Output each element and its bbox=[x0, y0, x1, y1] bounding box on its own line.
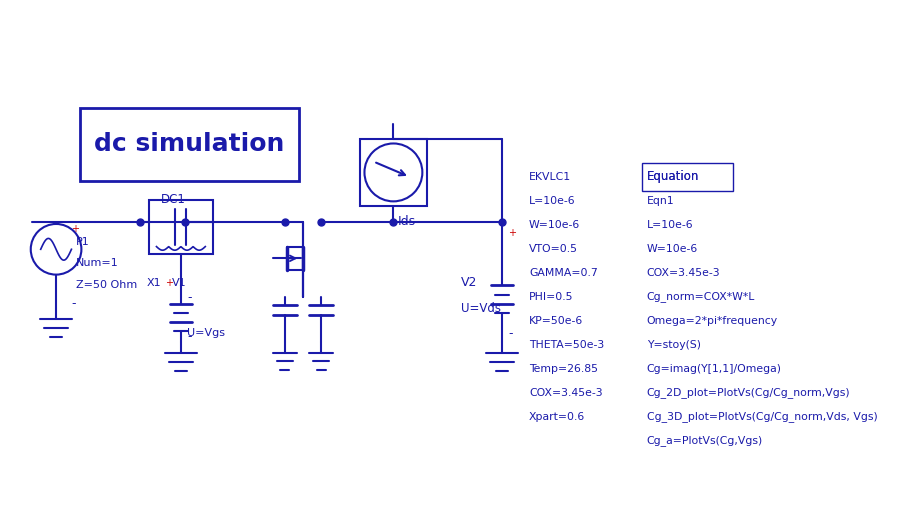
FancyBboxPatch shape bbox=[79, 108, 300, 180]
Text: Cg_a=PlotVs(Cg,Vgs): Cg_a=PlotVs(Cg,Vgs) bbox=[646, 435, 763, 446]
Text: Cg=imag(Y[1,1]/Omega): Cg=imag(Y[1,1]/Omega) bbox=[646, 363, 781, 373]
Text: Z=50 Ohm: Z=50 Ohm bbox=[76, 280, 137, 290]
Text: VTO=0.5: VTO=0.5 bbox=[529, 244, 578, 254]
Text: V2: V2 bbox=[461, 276, 478, 289]
Text: GAMMA=0.7: GAMMA=0.7 bbox=[529, 268, 598, 278]
Text: PHI=0.5: PHI=0.5 bbox=[529, 292, 573, 302]
Text: Eqn1: Eqn1 bbox=[646, 196, 674, 206]
Text: P1: P1 bbox=[76, 237, 90, 247]
Text: -: - bbox=[71, 297, 76, 310]
Text: L=10e-6: L=10e-6 bbox=[529, 196, 576, 206]
Text: DC1: DC1 bbox=[161, 193, 186, 206]
Text: -: - bbox=[508, 327, 513, 340]
Text: U=Vds: U=Vds bbox=[461, 302, 501, 314]
Text: Xpart=0.6: Xpart=0.6 bbox=[529, 412, 585, 422]
Text: +: + bbox=[165, 278, 173, 288]
Text: +: + bbox=[508, 228, 517, 238]
Text: EKVLC1: EKVLC1 bbox=[529, 172, 572, 182]
Text: Temp=26.85: Temp=26.85 bbox=[529, 363, 598, 373]
Text: X1: X1 bbox=[147, 278, 161, 288]
Text: W=10e-6: W=10e-6 bbox=[529, 220, 580, 230]
Text: COX=3.45e-3: COX=3.45e-3 bbox=[529, 388, 603, 397]
FancyBboxPatch shape bbox=[149, 200, 212, 254]
Text: Cg_norm=COX*W*L: Cg_norm=COX*W*L bbox=[646, 291, 755, 302]
Text: KP=50e-6: KP=50e-6 bbox=[529, 316, 583, 326]
Text: V1: V1 bbox=[172, 278, 186, 288]
Text: -: - bbox=[187, 291, 192, 304]
Text: L=10e-6: L=10e-6 bbox=[646, 220, 693, 230]
Text: W=10e-6: W=10e-6 bbox=[646, 244, 698, 254]
Text: COX=3.45e-3: COX=3.45e-3 bbox=[646, 268, 720, 278]
Text: Y=stoy(S): Y=stoy(S) bbox=[646, 340, 700, 350]
Text: dc simulation: dc simulation bbox=[94, 132, 284, 156]
Text: -: - bbox=[187, 331, 192, 344]
Text: Ids: Ids bbox=[398, 215, 416, 228]
Text: Cg_2D_plot=PlotVs(Cg/Cg_norm,Vgs): Cg_2D_plot=PlotVs(Cg/Cg_norm,Vgs) bbox=[646, 387, 850, 398]
FancyBboxPatch shape bbox=[360, 139, 427, 206]
FancyBboxPatch shape bbox=[642, 163, 733, 190]
Text: +: + bbox=[71, 224, 79, 234]
Text: THETA=50e-3: THETA=50e-3 bbox=[529, 340, 604, 350]
Text: U=Vgs: U=Vgs bbox=[187, 328, 225, 338]
Text: Cg_3D_plot=PlotVs(Cg/Cg_norm,Vds, Vgs): Cg_3D_plot=PlotVs(Cg/Cg_norm,Vds, Vgs) bbox=[646, 411, 878, 422]
Text: Omega=2*pi*frequency: Omega=2*pi*frequency bbox=[646, 316, 778, 326]
Text: Num=1: Num=1 bbox=[76, 258, 119, 268]
Text: Equation: Equation bbox=[646, 170, 699, 184]
Text: Equation: Equation bbox=[646, 170, 699, 184]
